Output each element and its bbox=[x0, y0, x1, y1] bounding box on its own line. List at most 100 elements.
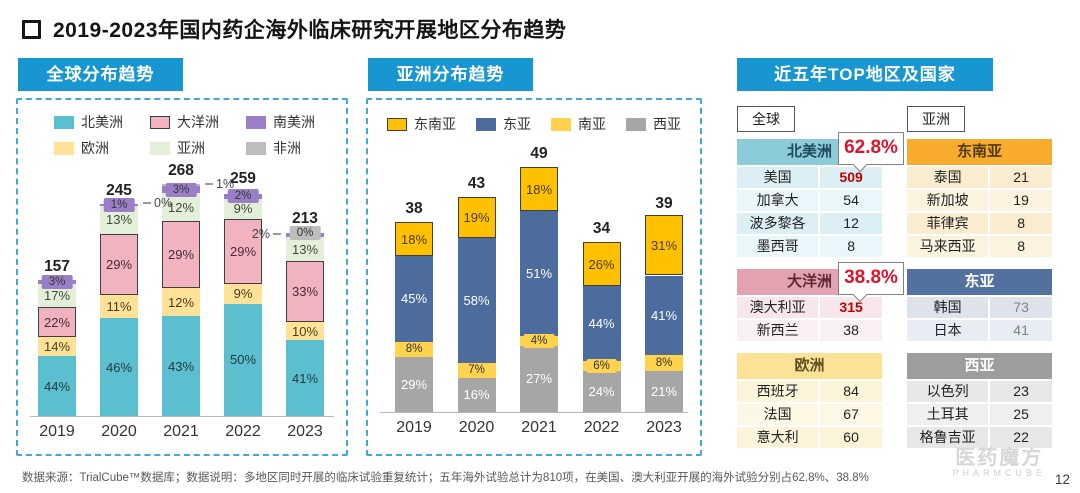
segment-label-pill: 0% bbox=[289, 226, 321, 241]
bar-segment-西亚 bbox=[645, 371, 683, 412]
bar-segment-欧洲 bbox=[162, 288, 200, 317]
segment-label: 13% bbox=[105, 212, 133, 228]
leader-line bbox=[273, 233, 281, 236]
country-value: 38 bbox=[820, 320, 882, 341]
x-axis-label: 2022 bbox=[225, 423, 261, 440]
bar-segment-大洋洲 bbox=[286, 261, 324, 322]
top-panel-column: 全球 北美洲 62.8% 美国 509 加拿大 54 波多黎各 12 墨西哥 8 大洋洲 38.8% 澳大… bbox=[737, 106, 904, 460]
segment-label: 19% bbox=[463, 209, 490, 225]
data-source-note: 数据来源：TrialCube™数据库；数据说明：多地区同时开展的临床试验重复统计… bbox=[22, 472, 869, 484]
country-name: 日本 bbox=[907, 320, 989, 341]
segment-label: 24% bbox=[588, 384, 615, 400]
bar-segment-东亚 bbox=[457, 237, 496, 363]
bar-total: 245 bbox=[106, 181, 132, 199]
bar-segment-东亚 bbox=[582, 286, 621, 361]
西亚-legend-swatch bbox=[626, 117, 646, 131]
bar-segment-大洋洲 bbox=[100, 233, 138, 296]
segment-side-label: 1% bbox=[202, 177, 234, 191]
bar-segment-大洋洲 bbox=[38, 307, 76, 338]
country-name: 韩国 bbox=[907, 297, 989, 318]
segment-label-pill: 2% bbox=[227, 189, 259, 204]
page-number: 12 bbox=[1054, 472, 1070, 487]
x-axis-label: 2021 bbox=[521, 419, 557, 436]
segment-label: 21% bbox=[650, 384, 678, 400]
segment-label: 12% bbox=[167, 199, 195, 215]
segment-label: 29% bbox=[105, 256, 133, 272]
region-table-东南亚: 东南亚 泰国 21 新加坡 19 菲律宾 8 马来西亚 8 bbox=[907, 139, 1052, 257]
top-regions-panel-title: 近五年TOP地区及国家 bbox=[737, 58, 993, 91]
segment-label: 31% bbox=[650, 237, 678, 253]
欧洲-legend-swatch bbox=[54, 141, 74, 155]
share-callout: 62.8% bbox=[838, 132, 904, 165]
segment-label: 50% bbox=[229, 352, 257, 368]
segment-label: 45% bbox=[400, 291, 428, 307]
legend-label: 大洋洲 bbox=[177, 114, 219, 130]
segment-label: 18% bbox=[400, 231, 428, 247]
country-value: 19 bbox=[990, 190, 1052, 211]
东南亚-legend-swatch bbox=[387, 117, 407, 131]
segment-label: 29% bbox=[229, 243, 257, 259]
segment-side-label-text: 1% bbox=[216, 177, 235, 192]
country-value: 41 bbox=[990, 320, 1052, 341]
country-value: 8 bbox=[990, 213, 1052, 234]
region-table-header: 欧洲 bbox=[737, 353, 882, 379]
bar-segment-东南亚 bbox=[457, 197, 496, 238]
bar-segment-大洋洲 bbox=[162, 221, 200, 289]
square-bullet-icon bbox=[22, 19, 41, 39]
legend-label: 南亚 bbox=[578, 116, 606, 132]
country-value: 54 bbox=[820, 190, 882, 211]
leader-line bbox=[205, 183, 213, 186]
非洲-legend-swatch bbox=[246, 141, 266, 155]
bar-total: 259 bbox=[230, 169, 256, 187]
segment-side-label-text: 2% bbox=[251, 227, 270, 242]
table-row: 澳大利亚 315 bbox=[737, 297, 882, 318]
country-value: 67 bbox=[820, 404, 882, 425]
legend-item: 东南亚 bbox=[387, 114, 456, 134]
bar-segment-欧洲 bbox=[100, 295, 138, 319]
segment-label-pill: 1% bbox=[103, 197, 135, 212]
segment-side-label: 2% bbox=[252, 227, 284, 241]
bar-segment-大洋洲 bbox=[224, 218, 262, 284]
country-value: 21 bbox=[990, 167, 1052, 188]
大洋洲-legend-swatch bbox=[150, 115, 170, 129]
legend-item: 南亚 bbox=[551, 114, 606, 134]
table-row: 西班牙 84 bbox=[737, 381, 882, 402]
东亚-legend-swatch bbox=[476, 117, 496, 131]
global-chart-box: 北美洲 大洋洲 南美洲 欧洲 亚洲 非洲 44% 14% 22% 17% 3% 157 2019 46%… bbox=[16, 98, 348, 456]
bar-segment-东南亚 bbox=[582, 242, 621, 287]
global-chart-legend: 北美洲 大洋洲 南美洲 欧洲 亚洲 非洲 bbox=[54, 112, 346, 158]
table-row: 马来西亚 8 bbox=[907, 236, 1052, 257]
segment-label: 27% bbox=[525, 371, 553, 387]
country-name: 新西兰 bbox=[737, 320, 819, 341]
bar-segment-亚洲 bbox=[224, 198, 262, 219]
bar-segment-西亚 bbox=[520, 345, 558, 412]
segment-label-pill: 6% bbox=[586, 359, 617, 374]
country-name: 新加坡 bbox=[907, 190, 989, 211]
segment-label: 26% bbox=[588, 256, 615, 272]
legend-label: 北美洲 bbox=[81, 114, 123, 130]
bar-segment-亚洲 bbox=[38, 284, 76, 308]
segment-label-pill: 4% bbox=[523, 333, 555, 348]
table-row: 墨西哥 8 bbox=[737, 236, 882, 257]
legend-label: 南美洲 bbox=[273, 114, 315, 130]
region-table-header: 北美洲 62.8% bbox=[737, 132, 904, 165]
country-name: 以色列 bbox=[907, 381, 989, 402]
table-row: 加拿大 54 bbox=[737, 190, 882, 211]
bar-total: 268 bbox=[168, 162, 194, 179]
x-axis-line bbox=[30, 416, 334, 417]
region-table-大洋洲: 大洋洲 38.8% 澳大利亚 315 新西兰 38 bbox=[737, 262, 904, 341]
country-name: 土耳其 bbox=[907, 404, 989, 425]
country-name: 马来西亚 bbox=[907, 236, 989, 257]
x-axis-label: 2023 bbox=[646, 419, 682, 436]
table-row: 格鲁吉亚 22 bbox=[907, 427, 1052, 448]
bar-segment-东南亚 bbox=[520, 167, 558, 212]
x-axis-label: 2020 bbox=[101, 423, 137, 440]
country-name: 菲律宾 bbox=[907, 213, 989, 234]
bar-segment-东南亚 bbox=[645, 215, 683, 276]
country-value: 8 bbox=[820, 236, 882, 257]
segment-label: 11% bbox=[106, 299, 132, 315]
legend-label: 亚洲 bbox=[177, 140, 205, 156]
group-label-box: 亚洲 bbox=[907, 106, 965, 132]
bar-segment-东亚 bbox=[645, 275, 683, 356]
